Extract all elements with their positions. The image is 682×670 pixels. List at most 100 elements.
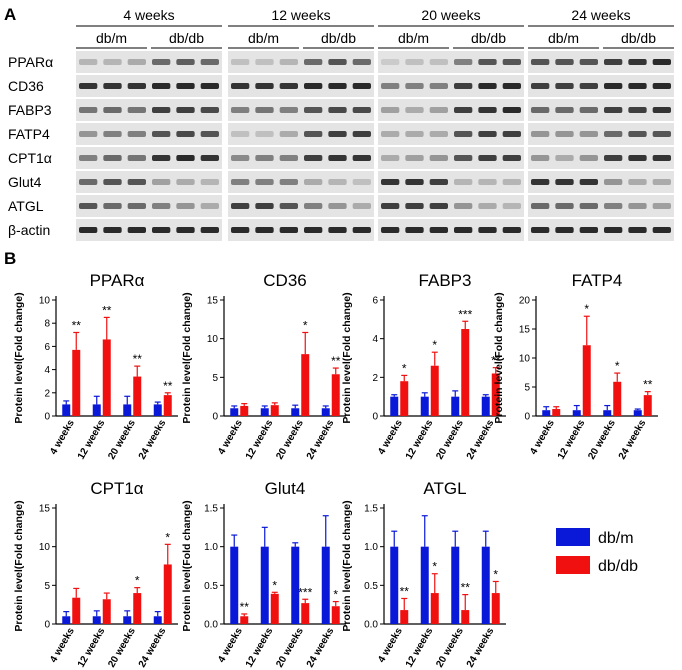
blot-band bbox=[429, 227, 448, 233]
blot-strip bbox=[528, 171, 674, 193]
y-axis-label: Protein level(Fold change) bbox=[341, 500, 353, 631]
significance-label: * bbox=[493, 567, 498, 581]
blot-group-label: db/db bbox=[621, 30, 656, 46]
blot-row-label: FATP4 bbox=[8, 126, 50, 142]
blot-band bbox=[555, 83, 574, 89]
blot-band bbox=[405, 131, 424, 137]
blot-band bbox=[352, 203, 371, 209]
y-tick-label: 0.5 bbox=[364, 581, 378, 592]
blot-band bbox=[579, 227, 598, 233]
x-tick-label: 24 weeks bbox=[137, 418, 169, 462]
blot-band bbox=[454, 59, 473, 65]
blot-band bbox=[176, 107, 195, 113]
bar-chart: FABP3 Protein level(Fold change) 0 2 4 6 * 4 we… bbox=[341, 271, 506, 462]
bar-dbm bbox=[321, 546, 330, 624]
significance-label: ** bbox=[133, 352, 143, 366]
blot-band bbox=[127, 155, 146, 161]
blot-strip bbox=[528, 147, 674, 169]
blot-band bbox=[152, 155, 171, 161]
blot-band bbox=[127, 107, 146, 113]
bar-dbm bbox=[321, 408, 330, 416]
blot-band bbox=[176, 83, 195, 89]
bar-dbdb bbox=[430, 593, 439, 624]
blot-band bbox=[200, 59, 219, 65]
blot-band bbox=[502, 203, 521, 209]
blot-band bbox=[429, 203, 448, 209]
blot-band bbox=[628, 107, 647, 113]
y-tick-label: 4 bbox=[44, 365, 50, 376]
bar-dbm bbox=[420, 396, 429, 416]
blot-band bbox=[152, 59, 171, 65]
blot-band bbox=[454, 155, 473, 161]
bar-dbm bbox=[542, 410, 551, 416]
bar-dbdb bbox=[461, 329, 470, 416]
blot-band bbox=[255, 107, 274, 113]
blot-band bbox=[152, 203, 171, 209]
western-blot-panel: 4 weeks db/m db/db 12 weeks db/m db/db 20 week… bbox=[8, 7, 674, 241]
y-tick-label: 20 bbox=[519, 296, 531, 307]
significance-label: * bbox=[165, 530, 170, 544]
blot-band bbox=[405, 227, 424, 233]
x-tick-label: 24 weeks bbox=[137, 626, 169, 670]
significance-label: ** bbox=[163, 379, 173, 393]
y-tick-label: 10 bbox=[39, 542, 51, 553]
blot-band bbox=[478, 155, 497, 161]
blot-band bbox=[231, 131, 250, 137]
blot-strip bbox=[528, 123, 674, 145]
bar-dbdb bbox=[430, 365, 439, 416]
blot-band bbox=[381, 131, 400, 137]
x-tick-label: 24 weeks bbox=[305, 418, 337, 462]
significance-label: * bbox=[333, 588, 338, 602]
blot-strip bbox=[228, 219, 374, 241]
blot-band bbox=[255, 179, 274, 185]
blot-band bbox=[279, 83, 298, 89]
y-tick-label: 2 bbox=[44, 388, 50, 399]
x-tick-label: 20 weeks bbox=[586, 418, 618, 462]
blot-strip bbox=[528, 99, 674, 121]
blot-band bbox=[255, 83, 274, 89]
blot-band bbox=[352, 107, 371, 113]
legend-label: db/db bbox=[598, 558, 638, 575]
y-tick-label: 10 bbox=[39, 296, 51, 307]
blot-strip bbox=[76, 195, 222, 217]
blot-band bbox=[604, 131, 623, 137]
blot-strip bbox=[228, 123, 374, 145]
blot-band bbox=[152, 179, 171, 185]
x-tick-label: 12 weeks bbox=[244, 626, 276, 670]
blot-band bbox=[604, 227, 623, 233]
blot-strip bbox=[528, 195, 674, 217]
bar-dbm bbox=[62, 404, 71, 416]
blot-band bbox=[604, 107, 623, 113]
y-tick-label: 5 bbox=[212, 373, 218, 384]
blot-band bbox=[454, 107, 473, 113]
blot-band bbox=[652, 203, 671, 209]
blot-band bbox=[579, 83, 598, 89]
blot-band bbox=[328, 83, 347, 89]
x-tick-label: 12 weeks bbox=[76, 418, 108, 462]
x-tick-label: 20 weeks bbox=[434, 418, 466, 462]
blot-group-label: db/m bbox=[248, 30, 279, 46]
bar-dbm bbox=[260, 546, 269, 624]
blot-row-label: PPARα bbox=[8, 54, 53, 70]
blot-band bbox=[79, 227, 98, 233]
blot-band bbox=[478, 203, 497, 209]
bar-dbdb bbox=[643, 395, 652, 416]
y-axis-label: Protein level(Fold change) bbox=[341, 292, 353, 423]
blot-band bbox=[429, 179, 448, 185]
bar-dbm bbox=[260, 408, 269, 416]
x-tick-label: 24 weeks bbox=[465, 626, 497, 670]
blot-band bbox=[328, 179, 347, 185]
blot-band bbox=[279, 131, 298, 137]
blot-band bbox=[454, 83, 473, 89]
x-tick-label: 4 weeks bbox=[376, 418, 405, 457]
blot-band bbox=[502, 131, 521, 137]
chart-title: ATGL bbox=[423, 479, 466, 498]
blot-band bbox=[328, 227, 347, 233]
blot-strip bbox=[528, 219, 674, 241]
blot-band bbox=[103, 179, 122, 185]
blot-strip bbox=[378, 171, 524, 193]
legend: db/m db/db bbox=[556, 528, 638, 575]
blot-strip bbox=[76, 123, 222, 145]
blot-strip bbox=[378, 51, 524, 73]
blot-band bbox=[652, 107, 671, 113]
